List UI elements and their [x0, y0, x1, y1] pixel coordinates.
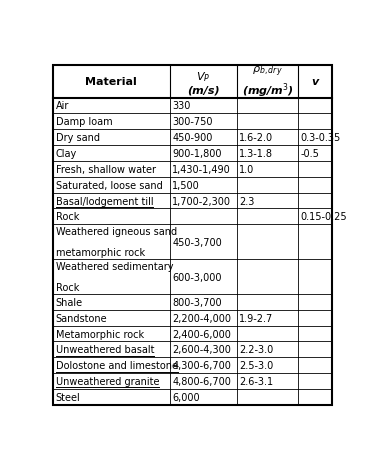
Text: Clay: Clay: [56, 149, 77, 159]
Text: Weathered igneous sand: Weathered igneous sand: [56, 227, 177, 237]
Text: Fresh, shallow water: Fresh, shallow water: [56, 164, 156, 175]
Text: 2.2-3.0: 2.2-3.0: [239, 344, 273, 355]
Text: 1.3-1.8: 1.3-1.8: [239, 149, 273, 159]
Text: Damp loam: Damp loam: [56, 117, 112, 127]
Text: Material: Material: [86, 77, 137, 88]
Text: $V_P$
(m/s): $V_P$ (m/s): [187, 69, 220, 95]
Text: Metamorphic rock: Metamorphic rock: [56, 329, 144, 339]
Text: 1,430-1,490: 1,430-1,490: [172, 164, 231, 175]
Text: 2,200-4,000: 2,200-4,000: [172, 313, 231, 323]
Text: 1.6-2.0: 1.6-2.0: [239, 133, 273, 143]
Text: Steel: Steel: [56, 392, 80, 402]
Text: 800-3,700: 800-3,700: [172, 297, 222, 307]
Text: 4,300-6,700: 4,300-6,700: [172, 360, 231, 370]
Text: 450-3,700: 450-3,700: [172, 237, 222, 247]
Text: v: v: [311, 77, 319, 88]
Text: 1.0: 1.0: [239, 164, 254, 175]
Text: 2,400-6,000: 2,400-6,000: [172, 329, 231, 339]
Text: -0.5: -0.5: [300, 149, 320, 159]
Text: 2.3: 2.3: [239, 196, 255, 206]
Text: Dolostone and limestone: Dolostone and limestone: [56, 360, 178, 370]
Text: 330: 330: [172, 101, 190, 111]
Text: Basal/lodgement till: Basal/lodgement till: [56, 196, 153, 206]
Text: 600-3,000: 600-3,000: [172, 272, 222, 282]
Text: Saturated, loose sand: Saturated, loose sand: [56, 180, 162, 190]
Text: 0.15-0.25: 0.15-0.25: [300, 212, 347, 222]
Text: 300-750: 300-750: [172, 117, 213, 127]
Text: Rock: Rock: [56, 282, 79, 292]
Text: Air: Air: [56, 101, 69, 111]
Text: Unweathered granite: Unweathered granite: [56, 376, 159, 386]
Text: 450-900: 450-900: [172, 133, 213, 143]
Text: 1.9-2.7: 1.9-2.7: [239, 313, 273, 323]
Text: Weathered sedimentary: Weathered sedimentary: [56, 262, 173, 271]
Text: 2,600-4,300: 2,600-4,300: [172, 344, 231, 355]
Text: metamorphic rock: metamorphic rock: [56, 248, 145, 257]
Text: 4,800-6,700: 4,800-6,700: [172, 376, 231, 386]
Text: Dry sand: Dry sand: [56, 133, 100, 143]
Text: Unweathered basalt: Unweathered basalt: [56, 344, 154, 355]
Text: 900-1,800: 900-1,800: [172, 149, 222, 159]
Text: 2.6-3.1: 2.6-3.1: [239, 376, 273, 386]
Text: 6,000: 6,000: [172, 392, 200, 402]
Text: Rock: Rock: [56, 212, 79, 222]
Text: Sandstone: Sandstone: [56, 313, 107, 323]
Text: $\rho_{b,dry}$
(mg/m$^3$): $\rho_{b,dry}$ (mg/m$^3$): [242, 64, 293, 100]
Text: 0.3-0.35: 0.3-0.35: [300, 133, 341, 143]
Text: 2.5-3.0: 2.5-3.0: [239, 360, 273, 370]
Text: Shale: Shale: [56, 297, 83, 307]
Text: 1,500: 1,500: [172, 180, 200, 190]
Text: 1,700-2,300: 1,700-2,300: [172, 196, 231, 206]
